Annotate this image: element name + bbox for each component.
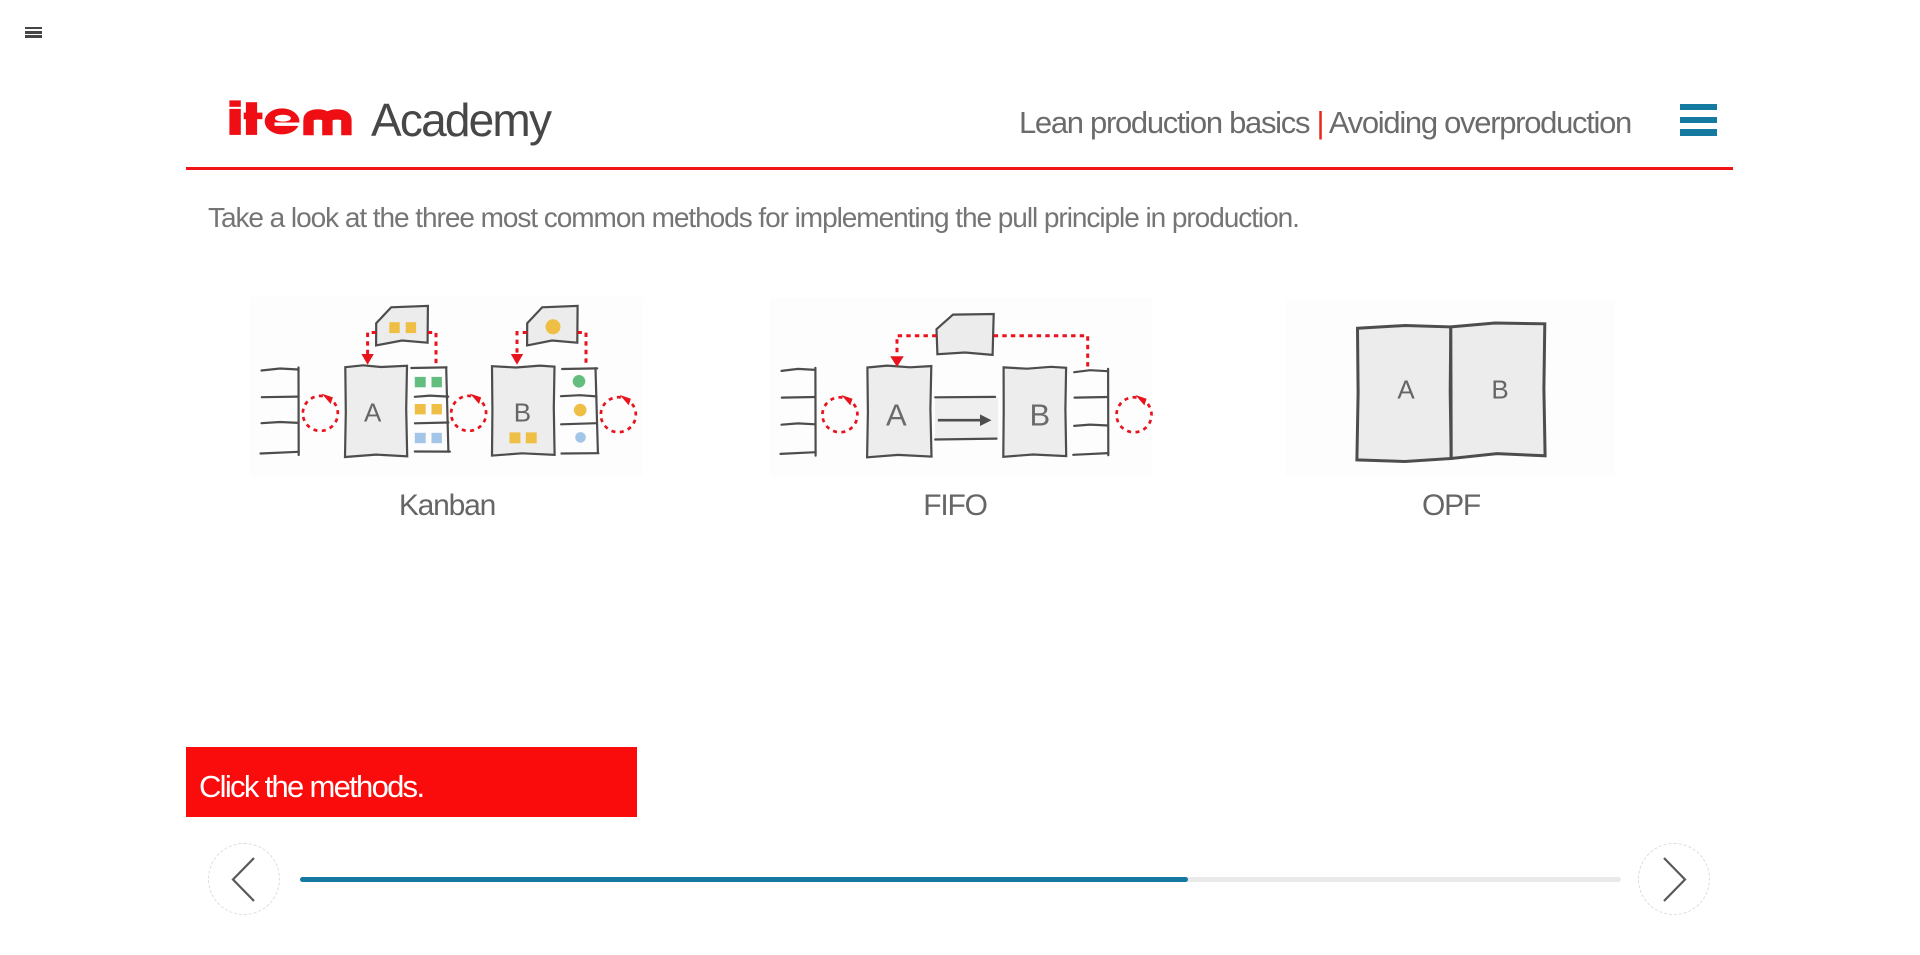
svg-text:B: B xyxy=(514,398,531,428)
svg-text:A: A xyxy=(1397,374,1415,404)
svg-text:B: B xyxy=(1029,397,1050,432)
svg-text:A: A xyxy=(886,397,907,432)
svg-text:B: B xyxy=(1491,374,1508,404)
svg-text:A: A xyxy=(364,398,382,428)
